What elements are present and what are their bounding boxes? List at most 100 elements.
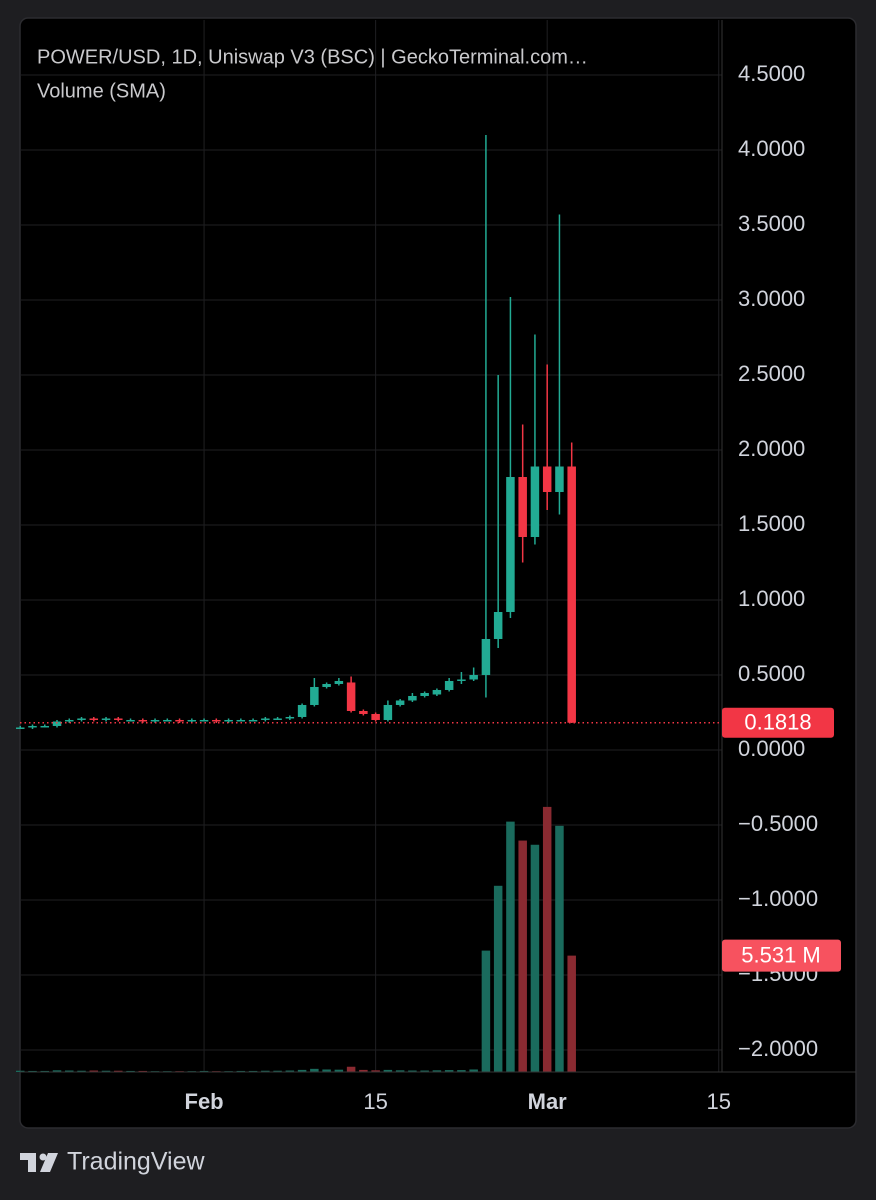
- candle-body: [506, 477, 515, 612]
- volume-legend: Volume (SMA): [37, 80, 166, 102]
- candle-body: [469, 674, 478, 680]
- candle-body: [187, 719, 197, 722]
- last-price-badge: [722, 707, 834, 738]
- volume-bar: [518, 840, 527, 1072]
- y-tick-label: −1.0000: [738, 886, 818, 911]
- candle-body: [273, 718, 282, 720]
- candle-body: [285, 716, 295, 719]
- volume-bar: [542, 806, 552, 1072]
- volume-bar: [383, 1069, 393, 1072]
- logo-icon: [20, 1153, 58, 1172]
- volume-bar: [334, 1069, 344, 1072]
- volume-bar: [359, 1069, 368, 1072]
- volume-bar: [285, 1070, 295, 1072]
- volume-bar: [371, 1070, 380, 1072]
- candle-body: [481, 638, 491, 675]
- candle-body: [199, 719, 209, 722]
- y-tick-label: 3.0000: [738, 286, 805, 311]
- candle-body: [52, 721, 62, 726]
- candle-body: [138, 719, 148, 722]
- y-tick-label: 2.0000: [738, 436, 805, 461]
- candle-body: [555, 466, 564, 493]
- candle-body: [457, 679, 466, 681]
- volume-bar: [89, 1070, 99, 1072]
- volume-bar: [261, 1070, 270, 1072]
- candle-body: [224, 719, 233, 722]
- volume-bar: [506, 821, 515, 1072]
- volume-bar: [310, 1068, 319, 1072]
- volume-bar: [126, 1070, 135, 1072]
- volume-bar: [420, 1070, 429, 1072]
- volume-bar: [248, 1070, 258, 1072]
- candle-body: [322, 683, 331, 687]
- volume-bar: [199, 1070, 209, 1072]
- x-tick-label: Feb: [185, 1089, 224, 1114]
- x-tick-label: 15: [707, 1089, 731, 1114]
- volume-bar: [408, 1070, 417, 1072]
- candle-body: [40, 725, 50, 728]
- y-tick-label: 4.5000: [738, 61, 805, 86]
- candle-body: [163, 719, 172, 722]
- chart-title: POWER/USD, 1D, Uniswap V3 (BSC) | GeckoT…: [37, 46, 588, 68]
- volume-bar: [444, 1070, 454, 1072]
- candle-body: [236, 719, 246, 722]
- y-tick-label: 2.5000: [738, 361, 805, 386]
- candle-body: [248, 719, 258, 722]
- x-tick-label: 15: [363, 1089, 387, 1114]
- volume-bar: [555, 825, 564, 1072]
- candle-body: [150, 719, 160, 722]
- volume-bar: [457, 1070, 466, 1072]
- volume-bar: [40, 1070, 50, 1072]
- candle-body: [530, 466, 540, 538]
- volume-bar: [77, 1070, 86, 1072]
- volume-bar: [28, 1070, 37, 1072]
- candles: [16, 135, 576, 729]
- candle-body: [114, 718, 123, 720]
- chart-panel: [19, 17, 857, 1129]
- volume-bar: [432, 1070, 442, 1072]
- volume-bar: [493, 885, 503, 1072]
- candle-body: [101, 718, 111, 720]
- volume-pane: [16, 806, 576, 1072]
- volume-badge: [722, 939, 841, 972]
- candle-body: [261, 718, 270, 720]
- volume-bar: [101, 1070, 111, 1072]
- candle-body: [518, 477, 527, 538]
- candle-body: [126, 719, 135, 722]
- volume-bar: [567, 955, 576, 1072]
- y-tick-label: 0.5000: [738, 661, 805, 686]
- candle-body: [371, 713, 380, 720]
- y-tick-label: 1.0000: [738, 586, 805, 611]
- volume-bar: [114, 1070, 123, 1072]
- candle-body: [334, 680, 344, 684]
- candle-body: [493, 611, 503, 639]
- y-tick-label: 4.0000: [738, 136, 805, 161]
- candle-body: [542, 466, 552, 493]
- candle-body: [359, 710, 368, 714]
- volume-bar: [16, 1070, 25, 1072]
- volume-bar: [322, 1069, 331, 1072]
- brand: TradingView: [67, 1148, 206, 1176]
- volume-bar: [395, 1070, 405, 1072]
- volume-bar: [297, 1069, 307, 1072]
- candle-body: [432, 689, 442, 695]
- y-tick-label: −0.5000: [738, 811, 818, 836]
- candle-body: [395, 700, 405, 705]
- volume-bar: [481, 950, 491, 1072]
- candle-body: [567, 466, 576, 723]
- candle-body: [444, 680, 454, 690]
- candle-body: [408, 695, 417, 701]
- x-tick-label: Mar: [528, 1089, 568, 1114]
- volume-bar: [65, 1070, 74, 1072]
- volume-bar: [52, 1070, 62, 1072]
- candle-body: [89, 718, 99, 720]
- candle-body: [65, 719, 74, 722]
- candle-body: [175, 719, 184, 722]
- candle-body: [420, 692, 429, 696]
- volume-bar: [469, 1069, 478, 1072]
- candle-body: [77, 718, 86, 720]
- candle-body: [297, 704, 307, 717]
- last-price-label: 0.1818: [744, 710, 811, 735]
